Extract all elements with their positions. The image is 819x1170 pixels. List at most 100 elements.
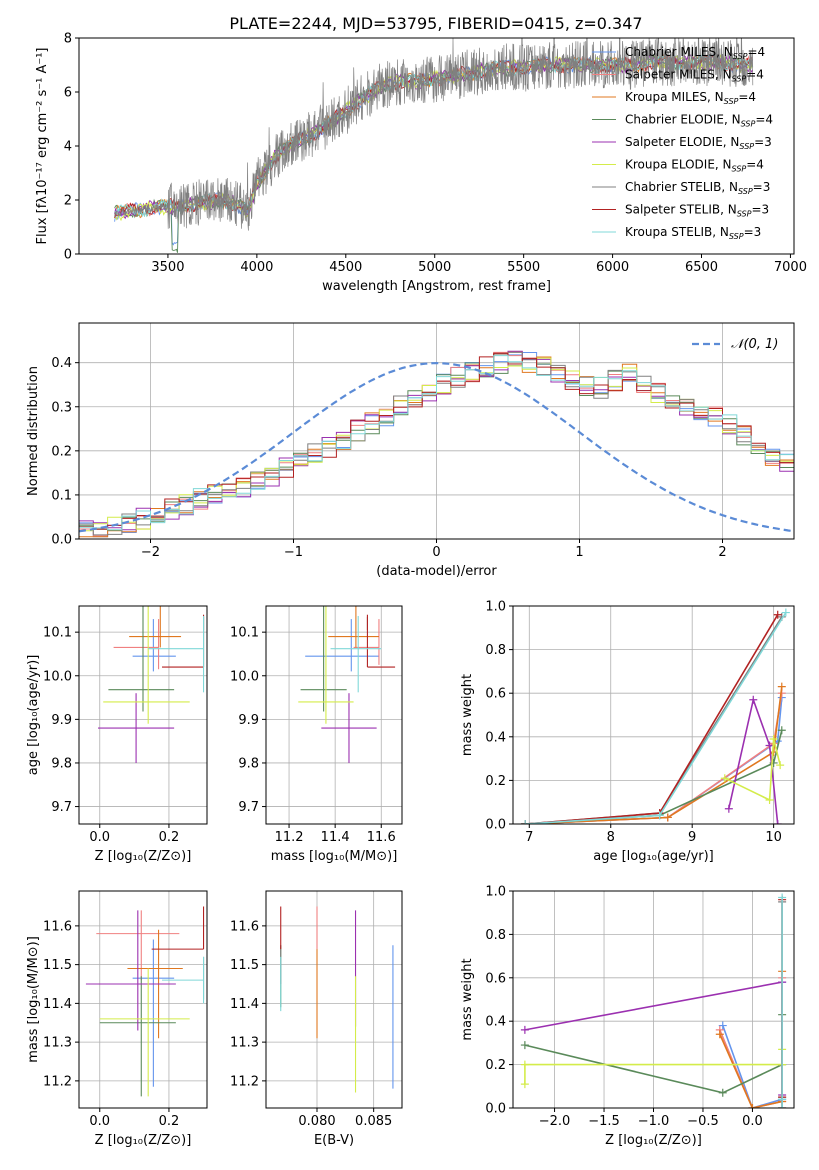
y-tick-label: 11.3 xyxy=(43,1036,72,1051)
plus-marker xyxy=(773,820,782,824)
x-tick-label: 11.6 xyxy=(367,830,396,845)
error-bar-point xyxy=(321,693,377,763)
plus-marker xyxy=(718,1021,727,1030)
x-tick-label: 0.0 xyxy=(742,1114,763,1129)
y-axis-label: Flux [fλ10⁻¹⁷ erg cm⁻² s⁻¹ A⁻¹] xyxy=(35,48,50,245)
x-tick-label: 11.4 xyxy=(321,830,350,845)
y-tick-label: 0.8 xyxy=(485,928,506,943)
error-bar-point xyxy=(98,693,175,763)
plot-area xyxy=(98,606,205,763)
x-tick-label: 4500 xyxy=(329,260,362,275)
plus-marker xyxy=(778,1104,787,1108)
y-tick-label: 0.2 xyxy=(485,774,506,789)
y-tick-label: 9.7 xyxy=(238,800,259,815)
axes-frame: −2.0 −1.5 −1.0 −0.5 0.0 0.0 0.2 0.4 0.6 0.8 1.0 Z [… xyxy=(460,885,795,1148)
mass-weight-line xyxy=(525,612,787,824)
y-tick-label: 6 xyxy=(64,86,72,101)
plot-area xyxy=(298,606,396,763)
mass-weight-line xyxy=(724,738,781,802)
legend-suffix: =4 xyxy=(755,113,773,127)
mass-weight-line xyxy=(525,693,783,824)
y-tick-label: 11.6 xyxy=(43,919,72,934)
x-tick-label: −2 xyxy=(141,545,160,560)
y-axis-label: mass weight xyxy=(460,958,475,1040)
x-tick-label: 3500 xyxy=(151,260,184,275)
x-tick-label: 6500 xyxy=(685,260,718,275)
legend-suffix: =4 xyxy=(747,45,765,59)
error-bar-point xyxy=(300,606,347,712)
error-bar-point xyxy=(162,614,205,668)
error-bar-point xyxy=(298,606,354,724)
error-bar-point xyxy=(151,906,205,950)
x-tick-label: −1 xyxy=(284,545,303,560)
error-bar-point xyxy=(129,606,182,648)
y-tick-label: 9.9 xyxy=(51,713,72,728)
plot-area xyxy=(85,906,205,1097)
y-tick-label: 1.0 xyxy=(485,885,506,900)
x-axis-label: Z [log₁₀(Z/Z⊙)] xyxy=(95,849,192,864)
y-tick-label: 8 xyxy=(64,32,72,47)
legend-suffix: =4 xyxy=(746,158,764,172)
x-tick-label: 7 xyxy=(525,830,533,845)
x-tick-label: 0.0 xyxy=(89,830,110,845)
legend-label: Chabrier ELODIE, NSSP=4 xyxy=(625,113,773,129)
x-tick-label: 2 xyxy=(718,545,726,560)
y-tick-label: 0.4 xyxy=(485,730,506,745)
plus-marker xyxy=(777,726,786,735)
plus-marker xyxy=(715,1030,724,1039)
plot-area xyxy=(114,38,754,253)
plus-marker xyxy=(520,1041,529,1050)
plus-marker xyxy=(520,1060,529,1069)
y-tick-label: 0.4 xyxy=(485,1015,506,1030)
x-axis-label: (data-model)/error xyxy=(376,564,497,579)
plus-marker xyxy=(520,1025,529,1034)
plus-marker xyxy=(765,796,774,805)
y-tick-label: 0.6 xyxy=(485,687,506,702)
axes-border xyxy=(512,605,795,825)
plot-layer: 3500 4000 4500 5000 5500 6000 6500 7000 0 2 4 6 8 wav… xyxy=(26,32,807,1149)
error-bar-point xyxy=(366,614,396,668)
legend-suffix: =3 xyxy=(754,135,772,149)
x-tick-label: −1.0 xyxy=(638,1114,670,1129)
x-axis-label: E(B-V) xyxy=(314,1133,354,1148)
y-tick-label: 4 xyxy=(64,140,72,155)
plus-marker xyxy=(776,761,785,770)
plus-marker xyxy=(521,820,530,824)
histogram-step-kroupa-stelib xyxy=(79,355,794,531)
error-bar-point xyxy=(328,606,379,648)
spectrum-legend: Chabrier MILES, NSSP=4 Salpeter MILES, NS… xyxy=(592,45,773,241)
panel-residual_hist: −2 −1 0 1 2 0.0 0.1 0.2 0.3 0.4 (data-model)/error… xyxy=(26,322,795,579)
plot-area xyxy=(520,893,787,1108)
error-bar-point xyxy=(330,616,382,693)
panel-age_vs_Z: 0.0 0.2 9.7 9.8 9.9 10.0 10.1 Z [log₁₀(Z/Z⊙)] ag… xyxy=(26,605,208,864)
x-tick-label: 0.2 xyxy=(159,1114,180,1129)
y-tick-label: 0.8 xyxy=(485,643,506,658)
mass-weight-line xyxy=(525,697,783,824)
x-tick-label: −2.0 xyxy=(539,1114,571,1129)
legend-label: Salpeter ELODIE, NSSP=3 xyxy=(625,135,772,151)
plot-area xyxy=(280,906,394,1093)
x-tick-label: 5000 xyxy=(418,260,451,275)
error-bar-point xyxy=(103,606,190,724)
plus-marker xyxy=(773,610,782,619)
x-tick-label: 0.0 xyxy=(89,1114,110,1129)
y-tick-label: 2 xyxy=(64,194,72,209)
normal-reference-curve xyxy=(79,361,792,533)
y-tick-label: 9.9 xyxy=(238,713,259,728)
legend-label: Kroupa STELIB, NSSP=3 xyxy=(625,225,761,241)
y-tick-label: 0.3 xyxy=(51,400,72,415)
figure-title: PLATE=2244, MJD=53795, FIBERID=0415, z=0… xyxy=(229,14,642,33)
x-tick-label: 6000 xyxy=(596,260,629,275)
x-tick-label: 0 xyxy=(432,545,440,560)
legend-subscript: SSP xyxy=(732,75,747,84)
error-bar-point xyxy=(132,619,176,672)
y-tick-label: 9.7 xyxy=(51,800,72,815)
y-tick-label: 10.1 xyxy=(43,626,72,641)
axes-border xyxy=(78,605,208,825)
plus-marker xyxy=(655,811,664,820)
plus-marker xyxy=(749,695,758,704)
legend-label: Chabrier STELIB, NSSP=3 xyxy=(625,180,770,196)
mass-weight-line xyxy=(525,616,783,824)
plus-marker xyxy=(777,682,786,691)
y-tick-label: 0.4 xyxy=(51,356,72,371)
